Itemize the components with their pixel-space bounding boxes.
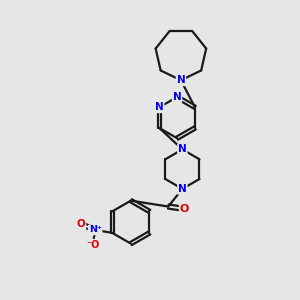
Text: N: N [178,144,187,154]
Text: O: O [180,204,189,214]
Text: N: N [178,184,187,194]
Text: N: N [173,92,182,102]
Text: N: N [176,75,185,85]
Text: N: N [155,102,164,112]
Text: N⁺: N⁺ [89,225,102,234]
Text: ⁻O: ⁻O [86,240,100,250]
Text: O: O [77,219,85,229]
